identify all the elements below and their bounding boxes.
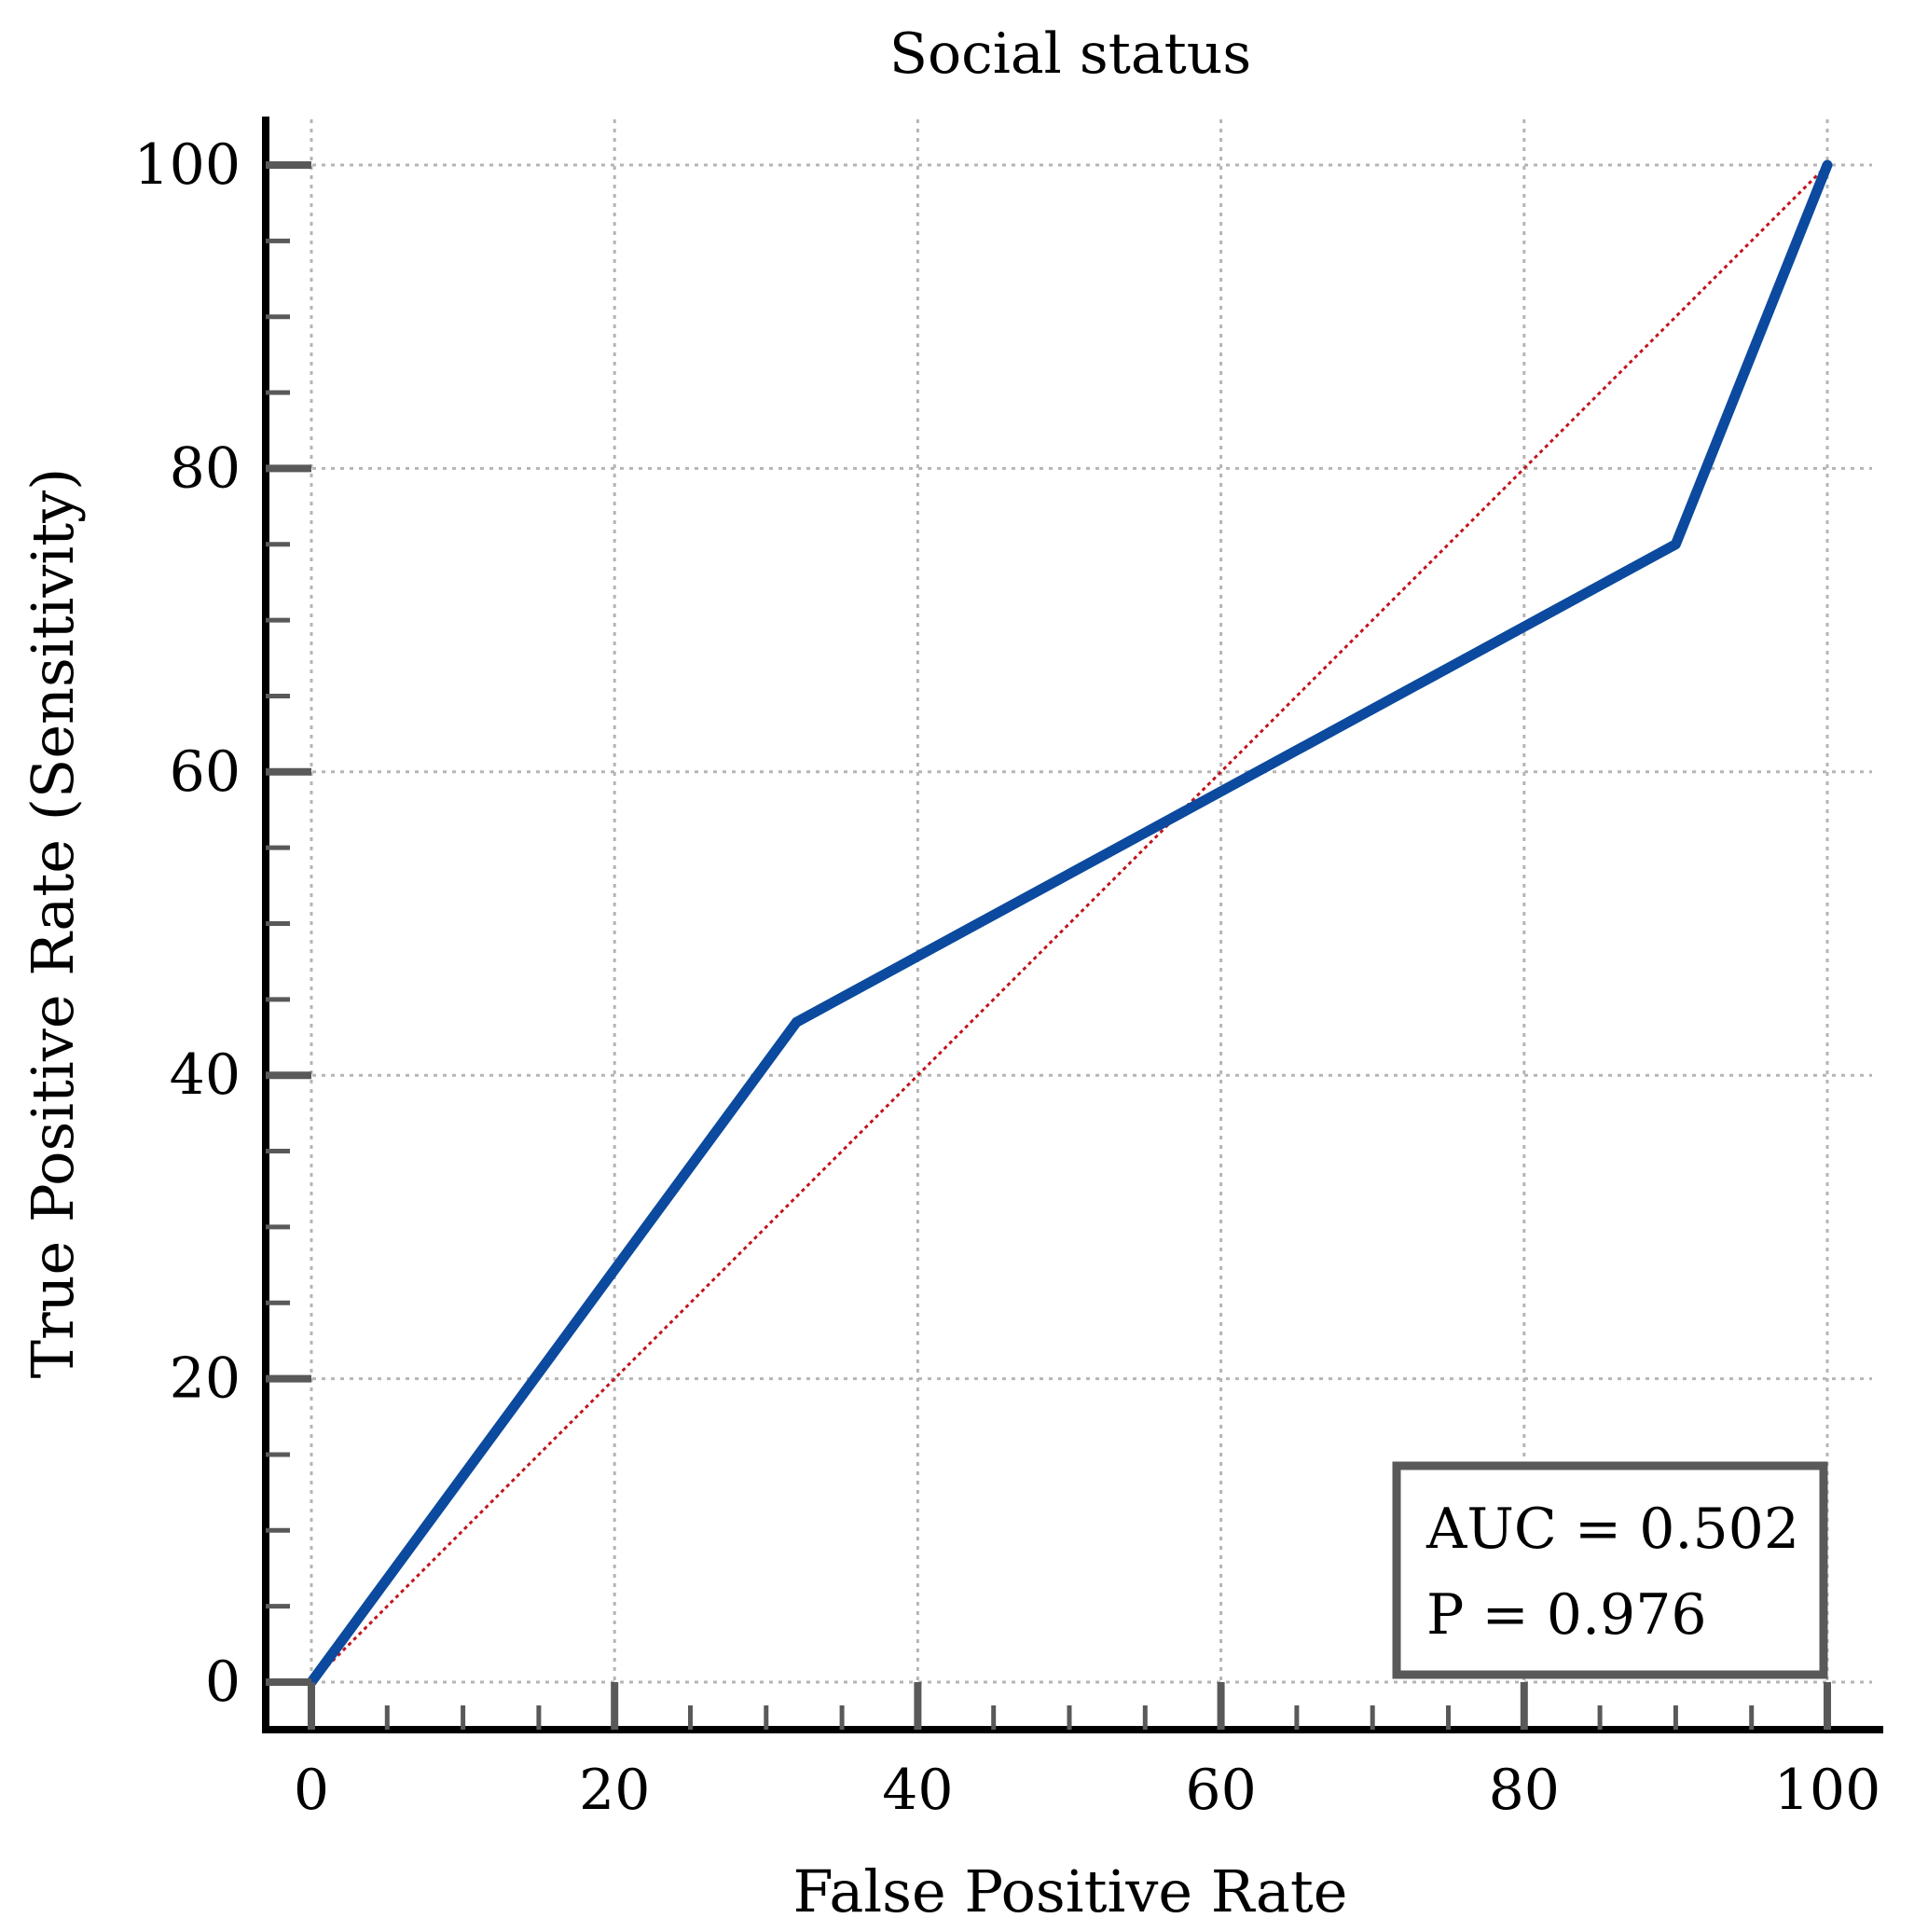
- roc-series-group: [306, 159, 1833, 1688]
- grid-lines: [266, 119, 1872, 1730]
- auc-value: AUC = 0.502: [1425, 1497, 1799, 1562]
- x-tick-label: 0: [294, 1758, 329, 1823]
- chart-title: Social status: [889, 21, 1251, 87]
- y-tick-label: 40: [170, 1042, 241, 1108]
- x-axis-title: False Positive Rate: [793, 1857, 1348, 1925]
- ticks: [266, 161, 1831, 1730]
- x-tick-label: 60: [1185, 1758, 1256, 1823]
- y-tick-label: 100: [133, 132, 241, 198]
- y-tick-label: 60: [170, 739, 241, 805]
- stats-box-frame: [1392, 1461, 1828, 1679]
- x-tick-label: 20: [579, 1758, 650, 1823]
- x-tick-label: 40: [882, 1758, 953, 1823]
- tick-labels: 0 20 40 60 80 100 0 20 40 60 80 100: [133, 132, 1880, 1823]
- y-tick-label: 20: [170, 1346, 241, 1412]
- roc-curve-line: [306, 159, 1833, 1688]
- p-value: P = 0.976: [1426, 1582, 1707, 1648]
- y-axis-title: True Positive Rate (Sensitivity): [19, 468, 87, 1379]
- x-tick-label: 80: [1489, 1758, 1560, 1823]
- y-tick-label: 0: [205, 1649, 241, 1715]
- reference-diagonal-line: [310, 163, 1829, 1684]
- y-tick-label: 80: [170, 435, 241, 501]
- stats-box: AUC = 0.502 P = 0.976: [1392, 1461, 1828, 1679]
- reference-line-group: [310, 163, 1829, 1684]
- x-tick-label: 100: [1774, 1758, 1881, 1823]
